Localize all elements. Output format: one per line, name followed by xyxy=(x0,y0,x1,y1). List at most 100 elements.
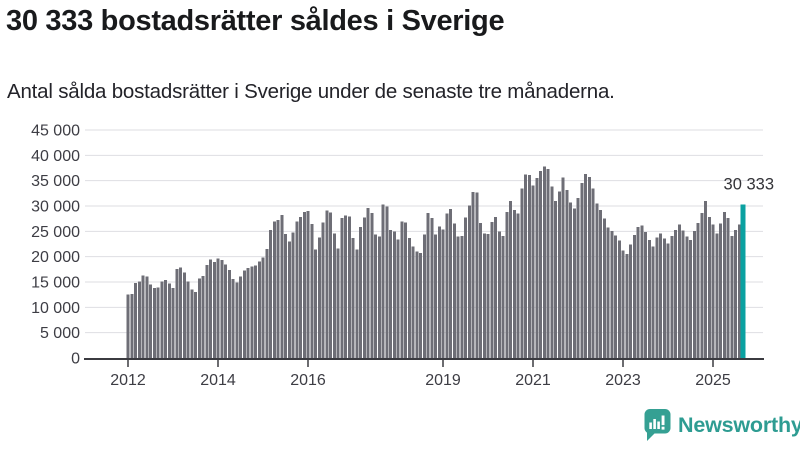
y-tick-label: 20 000 xyxy=(31,249,80,266)
x-tick-label: 2023 xyxy=(605,372,641,389)
y-tick-label: 30 000 xyxy=(31,199,80,216)
bar xyxy=(704,200,707,358)
bar xyxy=(235,282,239,358)
bar xyxy=(306,211,310,358)
bar xyxy=(497,231,501,358)
newsworthy-brand-link[interactable]: Newsworthy xyxy=(644,406,800,444)
bar xyxy=(655,237,659,358)
bar xyxy=(407,237,411,358)
bar xyxy=(674,229,677,358)
bar xyxy=(239,276,242,358)
bar xyxy=(535,178,539,358)
bar xyxy=(670,235,674,358)
bar xyxy=(257,261,261,358)
bar xyxy=(569,202,572,358)
bar xyxy=(430,218,434,358)
bar xyxy=(156,287,160,358)
x-tick-label: 2016 xyxy=(290,372,326,389)
bar xyxy=(512,210,516,358)
y-tick-label: 25 000 xyxy=(31,224,80,241)
bar xyxy=(617,240,621,358)
bar xyxy=(160,281,164,358)
bar xyxy=(434,234,437,358)
bar xyxy=(441,229,445,358)
bar xyxy=(175,268,179,358)
bar xyxy=(272,221,276,358)
bar xyxy=(467,205,471,358)
y-tick-label: 35 000 xyxy=(31,173,80,190)
bar xyxy=(419,253,422,358)
bar xyxy=(437,226,441,358)
bar xyxy=(411,246,415,358)
bar xyxy=(227,269,231,358)
x-tick-label: 2014 xyxy=(200,372,236,389)
bar xyxy=(707,217,711,358)
bar xyxy=(734,229,737,358)
bar xyxy=(696,223,700,358)
bar xyxy=(659,233,662,358)
bar xyxy=(471,191,475,358)
bar xyxy=(362,217,366,358)
bar xyxy=(527,175,531,358)
bar xyxy=(554,200,557,358)
y-tick-label: 15 000 xyxy=(31,275,80,292)
bar xyxy=(152,288,156,358)
bar xyxy=(182,272,186,358)
bar xyxy=(287,241,291,358)
bar xyxy=(171,288,175,358)
bar xyxy=(599,210,602,358)
bar xyxy=(647,239,651,358)
bar xyxy=(351,237,355,358)
bar xyxy=(509,200,512,358)
bar xyxy=(666,243,670,358)
bar xyxy=(700,213,704,358)
bar xyxy=(291,232,295,358)
last-value-annotation: 30 333 xyxy=(724,175,774,193)
bar xyxy=(381,204,385,358)
newsworthy-bubble-chart-icon xyxy=(644,409,671,441)
bar xyxy=(561,177,565,358)
bar xyxy=(689,239,692,358)
bar xyxy=(126,294,130,358)
bar xyxy=(329,212,332,358)
bar xyxy=(250,266,254,358)
brand-name: Newsworthy xyxy=(678,412,800,437)
bar xyxy=(164,279,167,358)
bar xyxy=(524,174,527,358)
bar xyxy=(722,212,726,358)
bar xyxy=(584,174,587,358)
bar xyxy=(130,294,134,358)
bar xyxy=(572,208,576,358)
bar xyxy=(726,218,730,358)
bar xyxy=(494,217,497,358)
bar xyxy=(711,224,715,358)
bar xyxy=(224,264,227,358)
bar xyxy=(242,270,246,358)
bar xyxy=(194,292,197,358)
highlighted-bar xyxy=(740,204,746,358)
bar xyxy=(205,264,209,358)
bar xyxy=(539,171,542,358)
bar xyxy=(295,221,299,358)
bar xyxy=(606,227,610,358)
bar xyxy=(602,218,606,358)
bar xyxy=(359,226,362,358)
bar xyxy=(482,233,486,358)
x-tick-label: 2021 xyxy=(515,372,551,389)
bar xyxy=(422,234,426,358)
bar xyxy=(246,267,250,358)
bar xyxy=(426,213,430,358)
bar xyxy=(460,235,464,358)
bar xyxy=(445,213,449,358)
bar xyxy=(340,218,344,358)
bar xyxy=(456,236,460,358)
bar xyxy=(265,249,269,358)
bar xyxy=(479,223,482,358)
bar xyxy=(625,254,629,358)
y-tick-label: 45 000 xyxy=(31,123,80,140)
bar xyxy=(505,212,509,358)
bar xyxy=(310,224,314,358)
bar xyxy=(220,260,224,358)
bar xyxy=(576,197,580,358)
bar xyxy=(565,189,569,358)
